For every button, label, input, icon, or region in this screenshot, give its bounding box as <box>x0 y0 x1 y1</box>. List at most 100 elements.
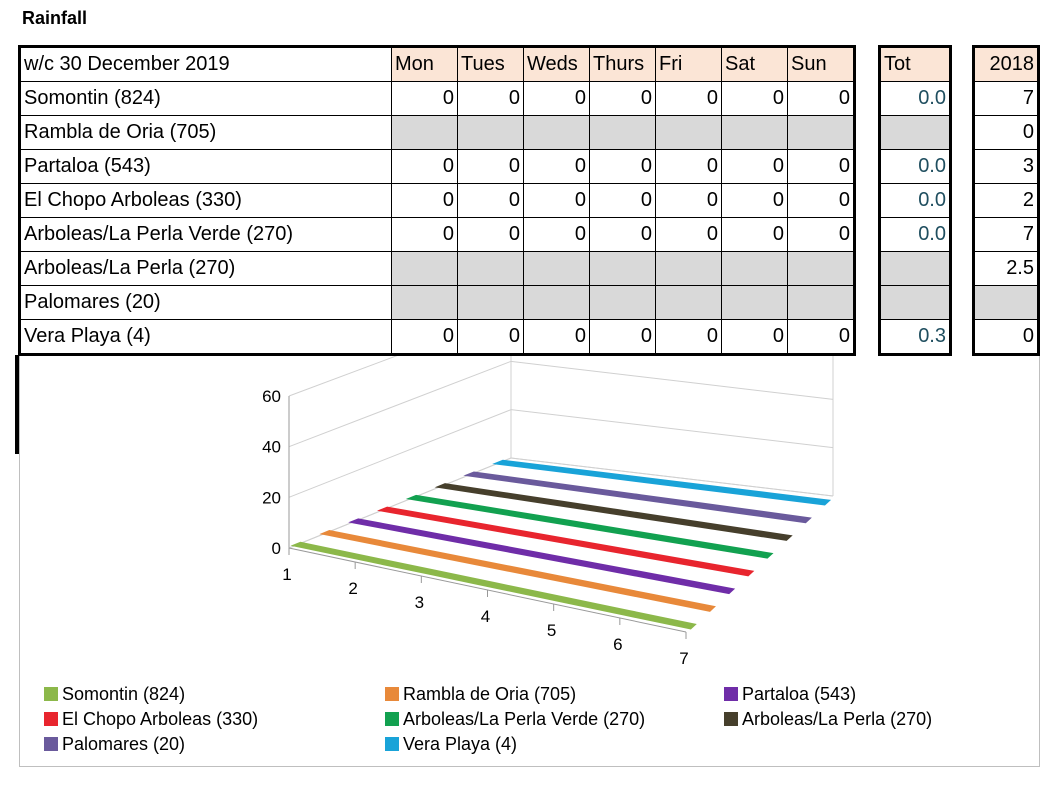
chart-plot: 0 20 40 60 1 2 3 4 5 6 7 <box>262 356 834 668</box>
rainfall-cell <box>391 115 458 150</box>
prev-year-cell: 7 <box>973 81 1039 116</box>
table-row: Partaloa (543) 0 0 0 0 0 0 0 <box>19 149 855 184</box>
series-line <box>319 530 716 612</box>
rainfall-cell <box>457 251 524 286</box>
legend-swatch <box>44 737 58 751</box>
day-header: Thurs <box>589 46 656 82</box>
legend-swatch <box>44 687 58 701</box>
rainfall-cell: 0 <box>787 217 855 252</box>
rainfall-table: w/c 30 December 2019 Mon Tues Weds Thurs… <box>18 45 856 356</box>
day-header: Weds <box>523 46 590 82</box>
rainfall-cell: 0 <box>655 217 722 252</box>
rainfall-cell <box>787 115 855 150</box>
legend-item: Partaloa (543) <box>724 684 856 705</box>
table-row: Somontin (824) 0 0 0 0 0 0 0 <box>19 81 855 116</box>
rainfall-cell: 0 <box>457 217 524 252</box>
rainfall-cell: 0 <box>391 81 458 116</box>
rainfall-cell <box>523 251 590 286</box>
y-tick-label: 20 <box>262 488 281 507</box>
rainfall-cell <box>457 285 524 320</box>
legend-label: Arboleas/La Perla (270) <box>742 709 933 729</box>
location-cell: Rambla de Oria (705) <box>19 115 392 150</box>
legend-item: Arboleas/La Perla Verde (270) <box>385 709 645 730</box>
rainfall-cell: 0 <box>589 217 656 252</box>
series-line <box>377 506 755 577</box>
rainfall-cell <box>721 115 788 150</box>
rainfall-cell <box>391 285 458 320</box>
rainfall-cell: 0 <box>523 81 590 116</box>
rainfall-cell: 0 <box>787 81 855 116</box>
rainfall-cell <box>787 285 855 320</box>
prev-year-cell: 2 <box>973 183 1039 218</box>
prev-year-cell: 3 <box>973 149 1039 184</box>
rainfall-cell: 0 <box>655 319 722 355</box>
rainfall-cell: 0 <box>655 149 722 184</box>
rainfall-cell: 0 <box>589 81 656 116</box>
rainfall-cell: 0 <box>721 149 788 184</box>
total-cell <box>879 285 951 320</box>
rainfall-cell: 0 <box>655 81 722 116</box>
gridline <box>288 356 398 397</box>
day-header: Mon <box>391 46 458 82</box>
prev-year-cell: 0 <box>973 115 1039 150</box>
day-header: Sun <box>787 46 855 82</box>
prev-year-cell <box>973 285 1039 320</box>
previous-year-table: 2018 7 0 3 2 7 2.5 0 <box>972 45 1040 356</box>
rainfall-cell: 0 <box>721 81 788 116</box>
rainfall-cell <box>655 251 722 286</box>
rainfall-cell <box>589 115 656 150</box>
total-cell: 0.0 <box>879 149 951 184</box>
prev-year-header: 2018 <box>973 46 1039 82</box>
x-tick-label: 4 <box>481 607 490 626</box>
rainfall-cell: 0 <box>523 149 590 184</box>
day-header: Sat <box>721 46 788 82</box>
rainfall-cell <box>457 115 524 150</box>
total-cell: 0.3 <box>879 319 951 355</box>
location-cell: Partaloa (543) <box>19 149 392 184</box>
rainfall-cell <box>391 251 458 286</box>
legend-swatch <box>44 712 58 726</box>
rainfall-cell <box>589 285 656 320</box>
table-row: Vera Playa (4) 0 0 0 0 0 0 0 <box>19 319 855 355</box>
legend-item: Rambla de Oria (705) <box>385 684 576 705</box>
location-cell: Arboleas/La Perla Verde (270) <box>19 217 392 252</box>
page-title: Rainfall <box>22 8 88 28</box>
table-row: Rambla de Oria (705) <box>19 115 855 150</box>
total-cell: 0.0 <box>879 217 951 252</box>
x-tick-label: 7 <box>679 649 688 668</box>
rainfall-cell: 0 <box>523 217 590 252</box>
legend-item: Vera Playa (4) <box>385 734 517 755</box>
y-tick-label: 0 <box>272 539 281 558</box>
series-line <box>492 459 832 506</box>
x-tick-label: 5 <box>547 621 556 640</box>
prev-year-cell: 0 <box>973 319 1039 355</box>
location-cell: Somontin (824) <box>19 81 392 116</box>
rainfall-cell: 0 <box>721 217 788 252</box>
x-tick-label: 6 <box>613 635 622 654</box>
rainfall-cell: 0 <box>391 149 458 184</box>
rainfall-cell <box>721 285 788 320</box>
rainfall-cell: 0 <box>457 149 524 184</box>
rainfall-cell: 0 <box>589 183 656 218</box>
rainfall-cell: 0 <box>457 81 524 116</box>
rainfall-cell: 0 <box>391 217 458 252</box>
total-cell: 0.0 <box>879 183 951 218</box>
series-line <box>405 494 774 559</box>
prev-year-cell: 2.5 <box>973 251 1039 286</box>
legend-swatch <box>385 737 399 751</box>
rainfall-cell <box>787 251 855 286</box>
legend-label: Palomares (20) <box>62 734 186 754</box>
rainfall-cell: 0 <box>391 319 458 355</box>
table-header-row: w/c 30 December 2019 Mon Tues Weds Thurs… <box>19 46 855 82</box>
legend-item: Palomares (20) <box>44 734 185 755</box>
legend-swatch <box>385 712 399 726</box>
rainfall-cell <box>721 251 788 286</box>
x-tick-label: 1 <box>282 565 291 584</box>
legend-item: El Chopo Arboleas (330) <box>44 709 258 730</box>
table-row: Arboleas/La Perla (270) <box>19 251 855 286</box>
legend-item: Arboleas/La Perla (270) <box>724 709 932 730</box>
prev-year-cell: 7 <box>973 217 1039 252</box>
rainfall-cell <box>655 285 722 320</box>
legend-label: Arboleas/La Perla Verde (270) <box>403 709 646 729</box>
legend-swatch <box>385 687 399 701</box>
